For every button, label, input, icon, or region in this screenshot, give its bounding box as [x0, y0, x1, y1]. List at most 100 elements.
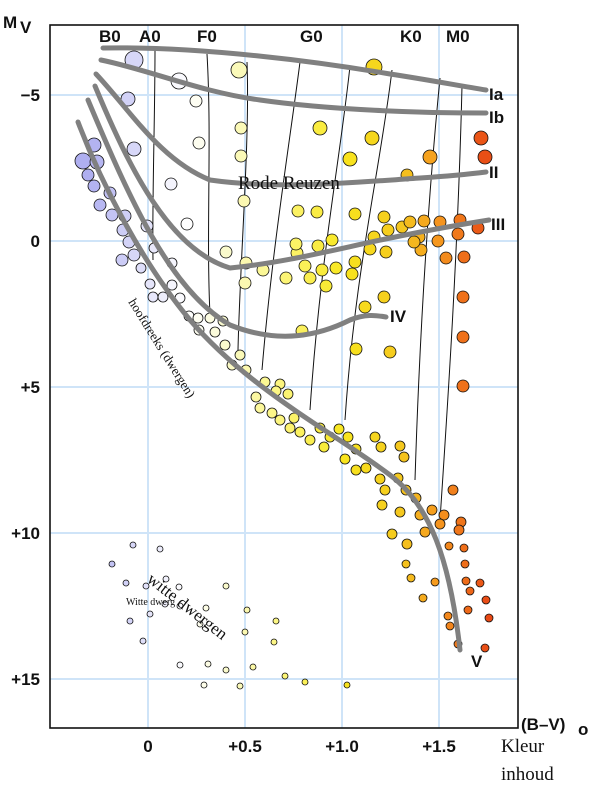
star: [426, 504, 438, 516]
spectral-f0-label: F0: [197, 27, 217, 46]
star: [345, 267, 359, 281]
star: [401, 559, 411, 569]
star: [274, 414, 286, 426]
star: [176, 602, 184, 610]
star: [417, 214, 431, 228]
star: [379, 484, 391, 496]
star: [453, 524, 465, 536]
spectral-isoline: [414, 77, 441, 481]
star: [241, 628, 249, 636]
star: [377, 290, 391, 304]
star: [126, 141, 142, 157]
star: [381, 223, 395, 237]
star: [407, 235, 421, 249]
star: [422, 149, 438, 165]
star: [439, 251, 453, 265]
star: [180, 217, 194, 231]
star: [364, 130, 380, 146]
star: [414, 243, 428, 257]
class-ib-label: Ib: [489, 108, 504, 127]
star: [234, 149, 248, 163]
star: [386, 528, 398, 540]
x-tick-label: +0.5: [228, 737, 262, 756]
star: [480, 643, 490, 653]
star: [279, 271, 293, 285]
star: [234, 349, 246, 361]
star: [74, 152, 92, 170]
star: [358, 300, 372, 314]
x-tick-label: +1.5: [422, 737, 456, 756]
star: [282, 388, 294, 400]
star: [360, 462, 372, 474]
star: [456, 379, 470, 393]
spectral-k0-label: K0: [400, 27, 422, 46]
star: [456, 290, 470, 304]
star: [250, 391, 262, 403]
star: [451, 227, 465, 241]
star: [459, 543, 469, 553]
star: [291, 204, 305, 218]
y-axis-label-sub: V: [20, 18, 32, 37]
star: [238, 276, 252, 290]
star: [418, 593, 428, 603]
star: [219, 245, 233, 259]
track-ia: [100, 45, 489, 93]
x-caption-line2: inhoud: [501, 764, 554, 785]
star: [196, 620, 204, 628]
star: [142, 582, 150, 590]
witte-dwerg-small-label: Witte dwerg: [126, 597, 175, 608]
star: [343, 681, 351, 689]
star: [348, 255, 362, 269]
star: [192, 136, 206, 150]
star: [325, 233, 339, 247]
star: [144, 278, 156, 290]
star: [222, 582, 230, 590]
class-iii-label: III: [491, 215, 505, 234]
star: [254, 402, 266, 414]
star: [475, 578, 485, 588]
star: [129, 541, 137, 549]
star: [463, 605, 473, 615]
star: [349, 342, 363, 356]
spectral-m0-label: M0: [446, 27, 470, 46]
y-tick-label: 0: [31, 232, 40, 251]
star: [419, 526, 431, 538]
star: [222, 666, 230, 674]
star: [139, 637, 147, 645]
star: [266, 407, 278, 419]
star: [319, 279, 333, 293]
star: [200, 681, 208, 689]
star: [234, 121, 248, 135]
star: [443, 611, 453, 621]
star: [456, 330, 470, 344]
star: [369, 431, 381, 443]
star: [272, 617, 280, 625]
star: [189, 94, 203, 108]
x-tick-label: +1.0: [325, 737, 359, 756]
star: [445, 621, 455, 631]
class-v-label: V: [471, 652, 483, 671]
spectral-isoline: [152, 47, 156, 261]
star: [249, 663, 257, 671]
star: [473, 130, 489, 146]
star: [303, 271, 317, 285]
star: [122, 579, 130, 587]
rode-reuzen-label: Rode Reuzen: [238, 173, 340, 194]
star: [394, 440, 406, 452]
spectral-type-isolines: [152, 47, 463, 521]
star: [87, 179, 101, 193]
x-caption-line1: Kleur: [501, 736, 545, 757]
star: [289, 237, 303, 251]
class-ia-label: Ia: [489, 85, 504, 104]
star: [461, 576, 471, 586]
star: [301, 678, 309, 686]
class-iv-label: IV: [390, 307, 407, 326]
star: [162, 575, 170, 583]
star: [484, 613, 494, 623]
track-ii: [93, 71, 489, 188]
x-axis-label-sub: o: [578, 720, 588, 739]
star: [379, 245, 393, 259]
star: [219, 339, 231, 351]
x-tick-label: 0: [143, 737, 152, 756]
star: [434, 518, 446, 530]
